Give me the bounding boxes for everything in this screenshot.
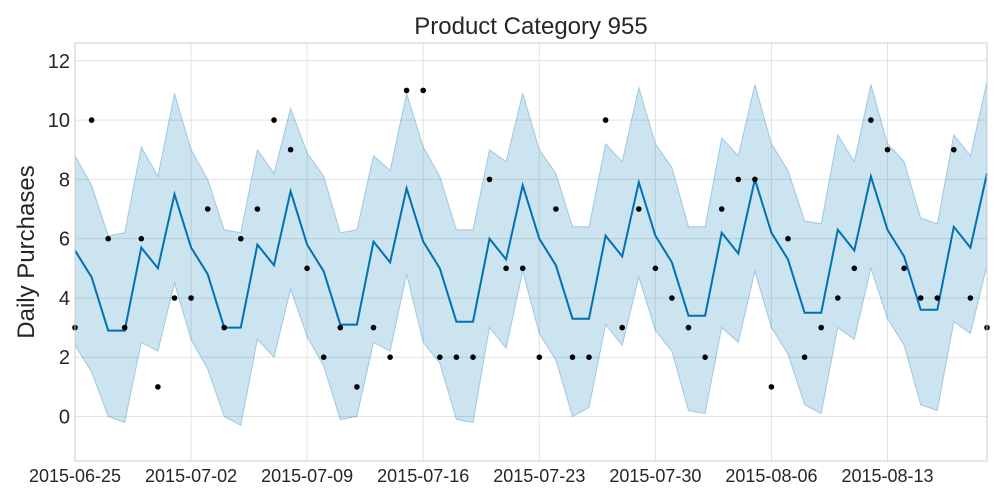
- observed-point: [354, 384, 360, 390]
- observed-point: [121, 324, 128, 331]
- observed-point: [271, 117, 277, 123]
- observed-point: [768, 384, 775, 390]
- y-tick-label: 6: [59, 229, 70, 251]
- y-tick-label: 10: [48, 110, 70, 132]
- observed-point: [88, 117, 95, 123]
- observed-point: [387, 354, 393, 361]
- observed-point: [735, 176, 742, 183]
- x-tick-label: 2015-07-02: [145, 466, 237, 486]
- observed-point: [934, 295, 941, 301]
- plot-frame: [74, 42, 988, 462]
- observed-point: [320, 354, 327, 361]
- y-tick-labels: 0 2 4 6 8 10 12: [48, 51, 70, 429]
- observed-point: [685, 324, 692, 331]
- observed-point: [669, 295, 675, 301]
- observed-point: [835, 295, 841, 301]
- observed-point: [602, 117, 609, 123]
- x-tick-label: 2015-07-09: [261, 466, 353, 486]
- x-tick-label: 2015-08-13: [841, 466, 933, 486]
- observed-point: [155, 384, 161, 390]
- observed-point: [437, 354, 443, 361]
- observed-point: [901, 265, 907, 272]
- observed-point: [188, 295, 194, 301]
- x-tick-label: 2015-08-06: [725, 466, 817, 486]
- observed-point: [636, 206, 642, 212]
- observed-point: [470, 354, 476, 361]
- observed-point: [586, 354, 592, 361]
- observed-point: [818, 324, 824, 331]
- y-axis-label: Daily Purchases: [13, 165, 40, 338]
- observed-point: [171, 295, 178, 301]
- observed-point: [403, 87, 410, 94]
- observed-point: [420, 87, 427, 94]
- x-tick-label: 2015-07-30: [609, 466, 701, 486]
- observed-point: [138, 235, 145, 242]
- observed-point: [569, 354, 576, 361]
- y-tick-label: 2: [59, 347, 70, 369]
- observed-point: [238, 235, 244, 242]
- observed-point: [884, 146, 891, 153]
- y-tick-label: 8: [59, 169, 70, 191]
- y-tick-label: 12: [48, 51, 70, 73]
- observed-point: [752, 176, 758, 183]
- observed-point: [254, 206, 261, 212]
- observed-point: [619, 324, 625, 331]
- observed-point: [702, 354, 708, 361]
- observed-point: [204, 206, 211, 212]
- x-tick-label: 2015-06-25: [29, 466, 121, 486]
- x-tick-label: 2015-07-16: [377, 466, 469, 486]
- observed-point: [105, 235, 111, 242]
- observed-point: [652, 265, 659, 272]
- observed-point: [453, 354, 460, 361]
- observed-point: [801, 354, 808, 361]
- chart-title: Product Category 955: [414, 13, 647, 40]
- observed-point: [337, 324, 344, 331]
- observed-point: [718, 206, 725, 212]
- plot-background: [75, 43, 987, 461]
- x-tick-labels: 2015-06-25 2015-07-02 2015-07-09 2015-07-16…: [29, 466, 934, 486]
- observed-point: [221, 324, 227, 331]
- observed-points: [72, 87, 990, 390]
- observed-point: [951, 146, 957, 153]
- observed-point: [519, 265, 526, 272]
- observed-point: [917, 295, 924, 301]
- x-tick-label: 2015-07-23: [493, 466, 585, 486]
- observed-point: [304, 265, 310, 272]
- observed-point: [287, 146, 294, 153]
- y-tick-label: 4: [59, 288, 70, 310]
- observed-point: [486, 176, 493, 183]
- observed-point: [967, 295, 974, 301]
- observed-point: [370, 324, 377, 331]
- observed-point: [868, 117, 874, 123]
- observed-point: [553, 206, 559, 212]
- y-tick-label: 0: [59, 407, 70, 429]
- observed-point: [503, 265, 509, 272]
- observed-point: [536, 354, 543, 361]
- observed-point: [851, 265, 858, 272]
- observed-point: [785, 235, 791, 242]
